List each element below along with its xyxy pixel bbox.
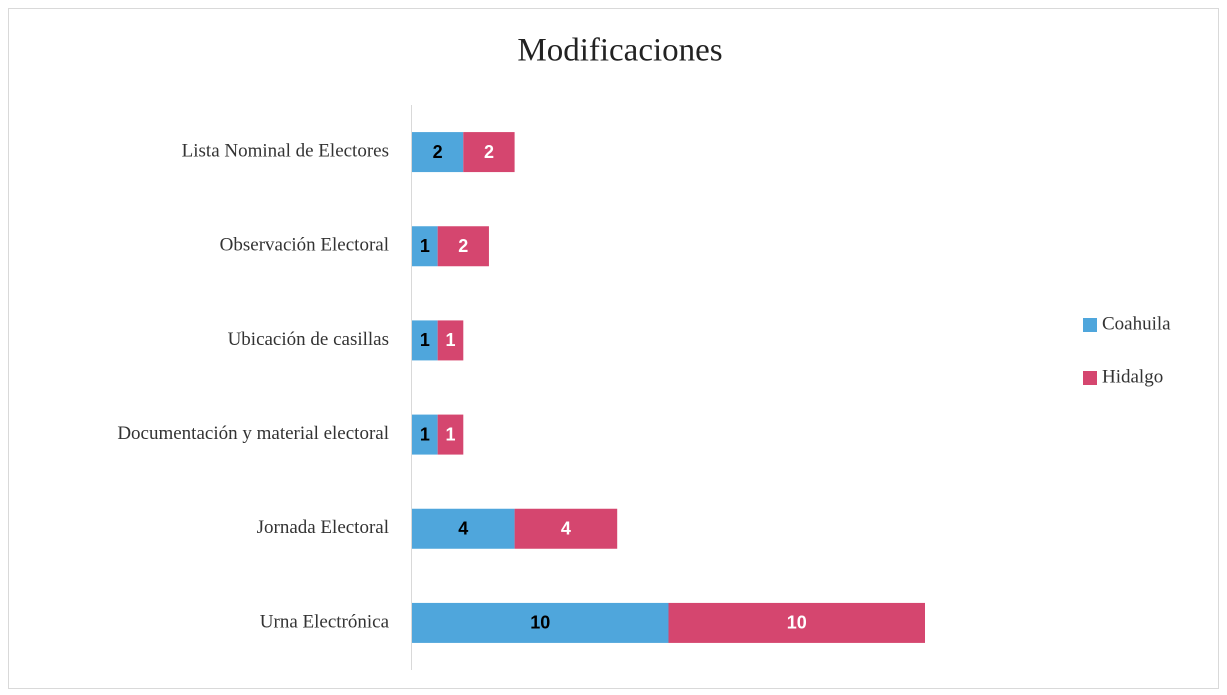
legend-label: Hidalgo: [1102, 366, 1163, 387]
data-label: 4: [458, 519, 468, 539]
bar-segment: [412, 132, 464, 173]
data-label: 1: [445, 424, 455, 444]
data-label: 2: [484, 142, 494, 162]
data-label: 1: [420, 330, 430, 350]
bar-segment: [412, 226, 438, 267]
bar-segment: [437, 320, 464, 361]
data-label: 2: [458, 236, 468, 256]
data-label: 1: [420, 424, 430, 444]
bar-segment: [437, 226, 489, 267]
data-label: 1: [445, 330, 455, 350]
y-tick-label: Jornada Electoral: [257, 517, 389, 538]
bar-segment: [437, 414, 464, 455]
y-tick-label: Urna Electrónica: [260, 611, 390, 632]
legend-label: Coahuila: [1102, 313, 1171, 334]
data-label: 2: [433, 142, 443, 162]
y-tick-label: Documentación y material electoral: [117, 423, 389, 444]
y-tick-label: Ubicación de casillas: [228, 329, 389, 350]
bar-segment: [412, 320, 438, 361]
bar-segment: [463, 132, 515, 173]
data-label: 10: [787, 613, 807, 633]
data-label: 4: [561, 519, 571, 539]
data-label: 10: [530, 613, 550, 633]
legend-swatch: [1083, 318, 1097, 332]
legend-swatch: [1083, 371, 1097, 385]
bar-segment: [514, 508, 618, 549]
chart-title: Modificaciones: [517, 33, 722, 69]
y-tick-label: Lista Nominal de Electores: [182, 140, 389, 161]
y-tick-label: Observación Electoral: [220, 235, 389, 256]
bar-segment: [412, 602, 669, 643]
data-label: 1: [420, 236, 430, 256]
bar-segment: [412, 508, 515, 549]
bar-segment: [668, 602, 925, 643]
chart-frame: [8, 8, 1219, 689]
bar-segment: [412, 414, 438, 455]
